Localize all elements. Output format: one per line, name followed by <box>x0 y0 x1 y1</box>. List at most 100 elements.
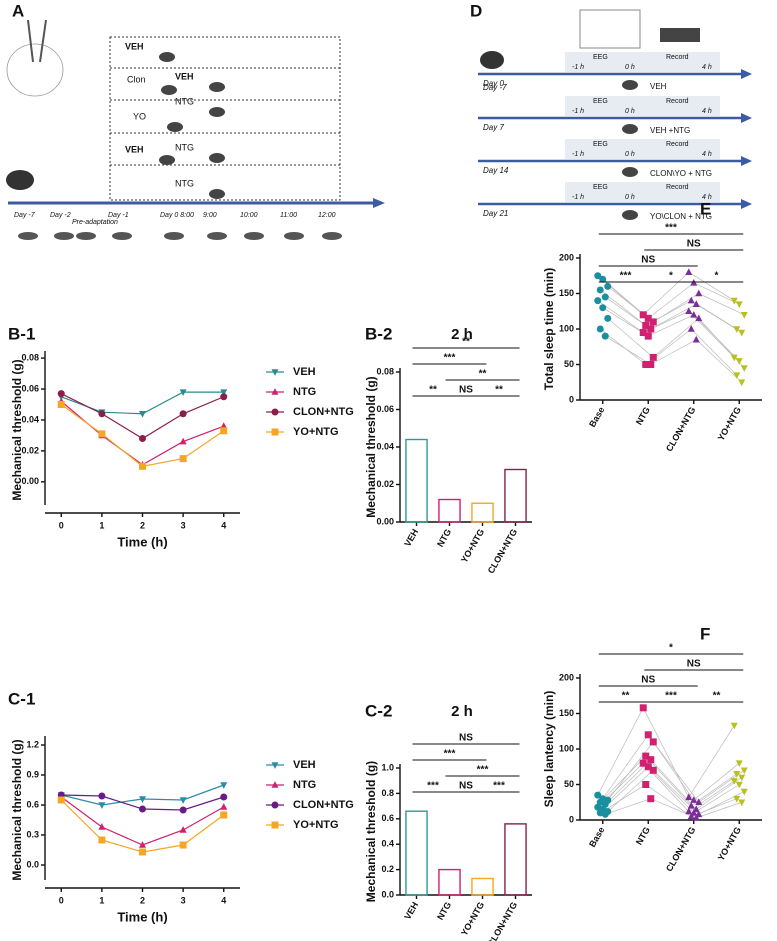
marker <box>98 430 106 438</box>
y-axis-label: Total sleep time (min) <box>542 268 556 390</box>
legend-label: VEH <box>293 366 316 378</box>
timeline-label: 10:00 <box>240 212 258 219</box>
time-label: 0 h <box>625 108 635 115</box>
pair-line <box>605 759 651 805</box>
pair-line <box>607 770 654 812</box>
sig-label: *** <box>477 765 489 776</box>
sig-label: NS <box>687 659 701 670</box>
timeline-label: 11:00 <box>280 212 297 219</box>
sig-label: *** <box>665 223 677 234</box>
x-tick-label: 3 <box>181 895 186 905</box>
y-tick-label: 50 <box>564 359 574 369</box>
marker <box>179 410 187 418</box>
marker <box>601 293 609 301</box>
marker <box>139 435 146 443</box>
marker <box>594 272 602 280</box>
pair-line <box>693 784 740 814</box>
pair-line <box>688 725 735 798</box>
y-tick-label: 0.6 <box>381 813 394 823</box>
marker <box>220 782 228 789</box>
mouse-icon <box>207 232 227 240</box>
pair-line <box>688 271 735 301</box>
y-tick-label: 0.00 <box>376 516 394 526</box>
timeline-label: Day -2 <box>50 212 71 219</box>
pair-line <box>602 734 649 799</box>
marker <box>220 427 228 435</box>
x-tick-label: YO+NTG <box>459 527 486 564</box>
marker <box>179 806 187 814</box>
y-tick-label: 100 <box>559 743 574 753</box>
marker <box>639 329 647 337</box>
timeline-label: Day 0 8:00 <box>160 212 194 219</box>
marker <box>642 361 650 368</box>
sig-label: * <box>669 271 673 282</box>
treatment-label: NTG <box>175 142 194 152</box>
marker <box>220 803 228 810</box>
sig-label: ** <box>495 385 503 396</box>
day-label: Day 7 <box>483 123 504 132</box>
x-tick-label: 0 <box>59 895 64 905</box>
sig-label: *** <box>493 781 505 792</box>
marker <box>730 297 738 305</box>
pair-line <box>607 318 654 358</box>
marker <box>647 756 655 764</box>
legend-label: VEH <box>293 759 316 771</box>
treatment-label: CLON\YO + NTG <box>650 169 712 178</box>
x-tick-label: NTG <box>435 900 453 921</box>
marker <box>647 795 655 803</box>
sig-label: *** <box>620 271 632 282</box>
marker <box>740 365 748 372</box>
x-tick-label: YO+NTG <box>716 405 743 442</box>
pair-line <box>696 339 742 383</box>
marker <box>649 318 657 326</box>
legend-label: YO+NTG <box>293 819 339 831</box>
y-tick-label: 0.06 <box>376 404 394 414</box>
sig-label: ** <box>713 691 721 702</box>
y-tick-label: 0.0 <box>381 889 394 899</box>
marker <box>98 836 106 844</box>
y-tick-label: 50 <box>564 779 574 789</box>
marker <box>735 358 743 365</box>
x-tick-label: NTG <box>634 825 652 846</box>
marker <box>738 774 746 782</box>
sig-label: *** <box>665 691 677 702</box>
chart-title: 2 h <box>451 326 473 343</box>
pair-line <box>605 335 651 365</box>
marker <box>594 297 602 305</box>
time-label: -1 h <box>572 151 584 158</box>
panel-label: A <box>12 1 24 20</box>
marker <box>139 841 146 848</box>
marker <box>601 332 609 340</box>
marker <box>639 704 647 712</box>
time-label: 0 h <box>625 64 635 71</box>
marker <box>644 731 652 739</box>
sig-label: *** <box>444 749 456 760</box>
marker <box>98 802 106 809</box>
sig-label: NS <box>459 385 473 396</box>
marker <box>98 410 106 418</box>
x-tick-label: VEH <box>402 900 420 921</box>
pair-line <box>648 282 694 319</box>
treatment-label: NTG <box>175 96 194 106</box>
y-axis-label: Mechanical threshold (g) <box>364 376 378 517</box>
y-axis-label: Sleep lantency (min) <box>542 691 556 808</box>
timeline-label: 12:00 <box>318 212 336 219</box>
marker <box>98 792 106 800</box>
legend-label: NTG <box>293 386 316 398</box>
y-tick-label: 0.06 <box>21 383 39 393</box>
panel-label: D <box>470 1 482 20</box>
marker <box>639 759 647 767</box>
pair-line <box>653 318 699 358</box>
x-tick-label: NTG <box>435 527 453 548</box>
pair-line <box>642 707 690 798</box>
series-line <box>60 400 224 466</box>
y-tick-label: 0.8 <box>381 788 394 798</box>
bar <box>471 502 494 523</box>
mouse-icon <box>622 80 638 90</box>
eeg-label: EEG <box>593 54 608 61</box>
y-tick-label: 0.3 <box>26 829 39 839</box>
marker <box>642 321 650 329</box>
legend-label: YO+NTG <box>293 426 339 438</box>
marker <box>740 312 748 319</box>
